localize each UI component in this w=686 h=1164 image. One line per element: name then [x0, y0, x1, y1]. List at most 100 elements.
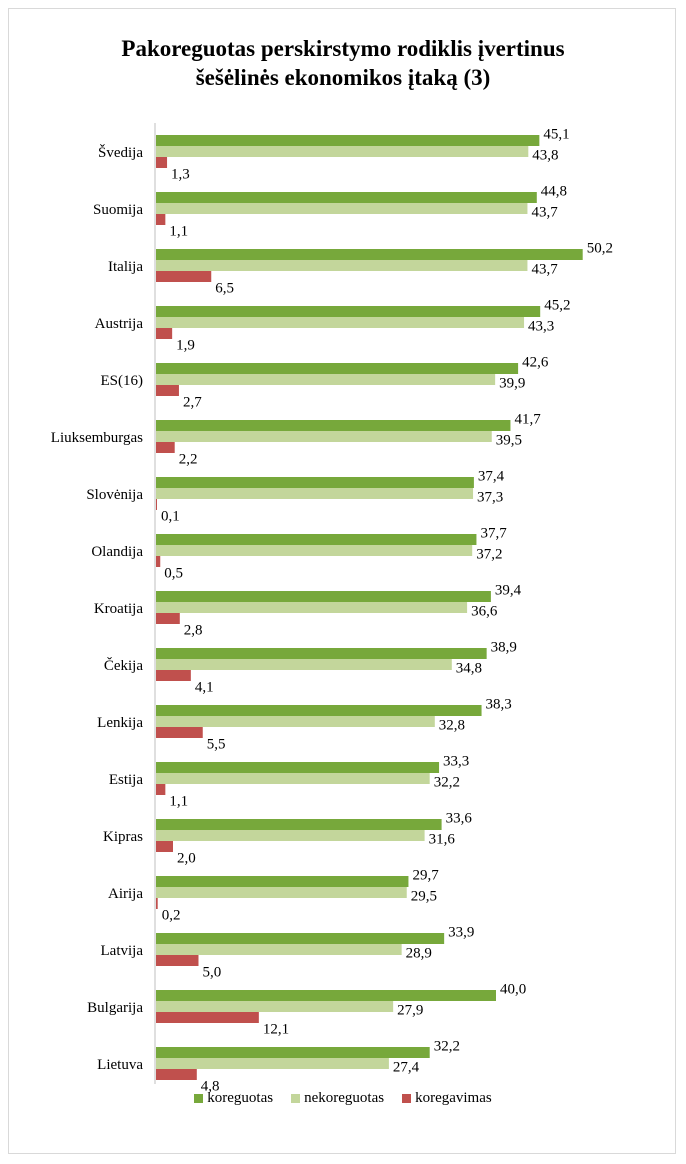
legend-label-koreguotas: koreguotas — [207, 1090, 274, 1106]
data-label-koreguotas: 33,3 — [443, 754, 469, 770]
data-label-nekoreguotas: 34,8 — [456, 661, 482, 677]
bar-koreguotas — [156, 762, 440, 773]
legend-label-koregavimas: koregavimas — [415, 1090, 492, 1106]
data-label-nekoreguotas: 32,2 — [434, 775, 460, 791]
chart-title-line-2: šešėlinės ekonomikos įtaką (3) — [195, 65, 491, 90]
bar-nekoreguotas — [156, 602, 468, 613]
data-label-koregavimas: 2,2 — [179, 452, 198, 468]
bar-koreguotas — [156, 477, 474, 488]
category-label: Olandija — [91, 544, 143, 560]
category-label: Švedija — [98, 144, 143, 161]
data-label-koregavimas: 2,7 — [183, 395, 202, 411]
category-label: ES(16) — [101, 373, 144, 389]
bar-nekoreguotas — [156, 887, 407, 898]
data-label-koreguotas: 39,4 — [495, 583, 522, 599]
bar-koregavimas — [156, 727, 203, 738]
data-label-koregavimas: 12,1 — [263, 1022, 289, 1038]
bar-nekoreguotas — [156, 773, 430, 784]
legend-item-koregavimas: koregavimas — [402, 1090, 492, 1107]
data-label-nekoreguotas: 29,5 — [411, 889, 437, 905]
bar-koreguotas — [156, 192, 537, 203]
data-label-koreguotas: 37,7 — [480, 526, 507, 542]
data-label-koreguotas: 41,7 — [514, 412, 541, 428]
bar-koreguotas — [156, 1047, 430, 1058]
bar-nekoreguotas — [156, 317, 525, 328]
data-label-koregavimas: 2,0 — [177, 851, 196, 867]
data-label-koregavimas: 5,0 — [203, 965, 222, 981]
data-label-koregavimas: 0,1 — [161, 509, 180, 525]
chart-title: Pakoreguotas perskirstymo rodiklis įvert… — [0, 34, 686, 92]
data-label-nekoreguotas: 27,9 — [397, 1003, 423, 1019]
bar-nekoreguotas — [156, 716, 435, 727]
legend-item-koreguotas: koreguotas — [194, 1090, 273, 1107]
data-label-koregavimas: 1,3 — [171, 167, 190, 183]
category-label: Latvija — [101, 943, 144, 959]
bar-koreguotas — [156, 876, 409, 887]
category-label: Lenkija — [97, 715, 143, 731]
data-label-nekoreguotas: 36,6 — [471, 604, 498, 620]
data-label-nekoreguotas: 31,6 — [429, 832, 456, 848]
bar-koregavimas — [156, 955, 199, 966]
bar-koreguotas — [156, 534, 477, 545]
bar-koregavimas — [156, 157, 168, 168]
category-label: Estija — [109, 772, 144, 788]
data-label-nekoreguotas: 43,3 — [528, 319, 554, 335]
legend: koreguotas nekoreguotas koregavimas — [0, 1090, 686, 1107]
bar-koreguotas — [156, 990, 496, 1001]
bar-koregavimas — [156, 214, 166, 225]
data-label-koregavimas: 1,9 — [176, 338, 195, 354]
bar-koregavimas — [156, 784, 166, 795]
data-label-koregavimas: 2,8 — [184, 623, 203, 639]
bar-koreguotas — [156, 819, 442, 830]
category-label: Liuksemburgas — [51, 430, 143, 446]
bar-nekoreguotas — [156, 830, 425, 841]
chart-title-line-1: Pakoreguotas perskirstymo rodiklis įvert… — [121, 36, 565, 61]
data-label-koreguotas: 38,3 — [486, 697, 512, 713]
bar-koregavimas — [156, 328, 173, 339]
category-label: Suomija — [93, 202, 143, 218]
category-label: Čekija — [104, 657, 143, 674]
bar-nekoreguotas — [156, 146, 529, 157]
legend-swatch-koreguotas — [194, 1094, 204, 1103]
bar-koreguotas — [156, 648, 487, 659]
bar-koreguotas — [156, 135, 540, 146]
data-label-koreguotas: 42,6 — [522, 355, 549, 371]
bar-koreguotas — [156, 591, 491, 602]
bar-koregavimas — [156, 271, 212, 282]
data-label-nekoreguotas: 43,7 — [531, 262, 558, 278]
category-label: Airija — [108, 886, 143, 902]
category-label: Bulgarija — [87, 1000, 143, 1016]
data-label-koregavimas: 4,8 — [201, 1079, 220, 1095]
bar-nekoreguotas — [156, 545, 473, 556]
bar-koregavimas — [156, 556, 161, 567]
category-label: Italija — [108, 259, 143, 275]
bar-nekoreguotas — [156, 944, 402, 955]
category-label: Kroatija — [94, 601, 143, 617]
legend-label-nekoreguotas: nekoreguotas — [304, 1090, 385, 1106]
data-label-nekoreguotas: 37,3 — [477, 490, 503, 506]
data-label-koregavimas: 1,1 — [169, 224, 188, 240]
data-label-koreguotas: 33,6 — [446, 811, 473, 827]
bar-koreguotas — [156, 933, 445, 944]
data-label-nekoreguotas: 39,9 — [499, 376, 525, 392]
bar-koregavimas — [156, 898, 158, 909]
data-label-nekoreguotas: 39,5 — [496, 433, 522, 449]
bar-koregavimas — [156, 1069, 197, 1080]
data-label-nekoreguotas: 37,2 — [476, 547, 502, 563]
data-label-koreguotas: 44,8 — [541, 184, 567, 200]
bar-nekoreguotas — [156, 431, 492, 442]
data-label-koreguotas: 40,0 — [500, 982, 526, 998]
bar-nekoreguotas — [156, 260, 528, 271]
data-label-koregavimas: 1,1 — [169, 794, 188, 810]
category-label: Slovėnija — [86, 487, 143, 503]
data-label-nekoreguotas: 27,4 — [393, 1060, 420, 1076]
data-label-koreguotas: 45,2 — [544, 298, 570, 314]
bar-koreguotas — [156, 420, 511, 431]
data-label-nekoreguotas: 28,9 — [406, 946, 432, 962]
data-label-koreguotas: 50,2 — [587, 241, 613, 257]
bar-nekoreguotas — [156, 203, 528, 214]
bar-nekoreguotas — [156, 659, 452, 670]
bar-koregavimas — [156, 841, 173, 852]
data-label-koregavimas: 4,1 — [195, 680, 214, 696]
category-label: Austrija — [95, 316, 144, 332]
